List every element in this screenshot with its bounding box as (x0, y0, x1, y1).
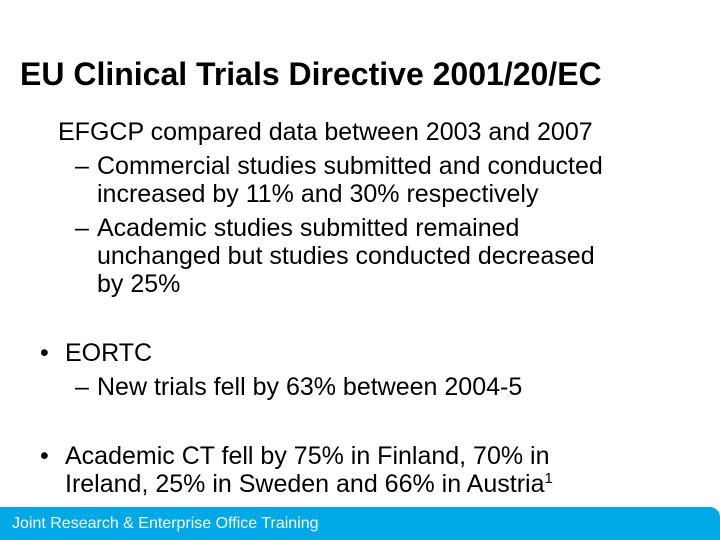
eortc-bullet-item: • EORTC (40, 339, 522, 367)
slide-title: EU Clinical Trials Directive 2001/20/EC (20, 56, 602, 92)
eortc-section: • EORTC – New trials fell by 63% between… (40, 339, 522, 401)
bullet-marker: • (40, 442, 49, 470)
footnote-superscript: 1 (544, 470, 553, 487)
text-line: Academic studies submitted remained (97, 214, 520, 242)
text-line: Ireland, 25% in Sweden and 66% in Austri… (65, 470, 553, 502)
eortc-newtrials-item: – New trials fell by 63% between 2004-5 (40, 373, 522, 401)
bullet-marker: • (40, 339, 49, 367)
text-line: unchanged but studies conducted decrease… (97, 242, 595, 270)
text-line: increased by 11% and 30% respectively (97, 180, 539, 208)
text-line: Commercial studies submitted and conduct… (97, 152, 603, 180)
efgcp-commercial-item: – Commercial studies submitted and condu… (58, 152, 603, 208)
academic-ct-bullet-item: • Academic CT fell by 75% in Finland, 70… (40, 442, 553, 502)
dash-marker: – (75, 152, 89, 180)
text-line: by 25% (97, 270, 181, 298)
text-line: New trials fell by 63% between 2004-5 (97, 373, 523, 401)
text-line: Academic CT fell by 75% in Finland, 70% … (65, 442, 550, 470)
efgcp-academic-item: – Academic studies submitted remained un… (58, 214, 603, 298)
efgcp-commercial-text: Commercial studies submitted and conduct… (97, 152, 603, 208)
efgcp-heading: EFGCP compared data between 2003 and 200… (58, 118, 593, 146)
footer-bar: Joint Research & Enterprise Office Train… (0, 507, 720, 540)
efgcp-section: EFGCP compared data between 2003 and 200… (58, 118, 603, 298)
academic-ct-section: • Academic CT fell by 75% in Finland, 70… (40, 442, 553, 502)
academic-ct-text: Academic CT fell by 75% in Finland, 70% … (65, 442, 553, 502)
dash-marker: – (75, 373, 89, 401)
efgcp-academic-text: Academic studies submitted remained unch… (97, 214, 603, 298)
eortc-heading: EORTC (65, 339, 153, 367)
footer-label: Joint Research & Enterprise Office Train… (12, 514, 319, 532)
eortc-newtrials-text: New trials fell by 63% between 2004-5 (97, 373, 522, 401)
text-line-fragment: Ireland, 25% in Sweden and 66% in Austri… (65, 470, 545, 498)
dash-marker: – (75, 214, 89, 242)
